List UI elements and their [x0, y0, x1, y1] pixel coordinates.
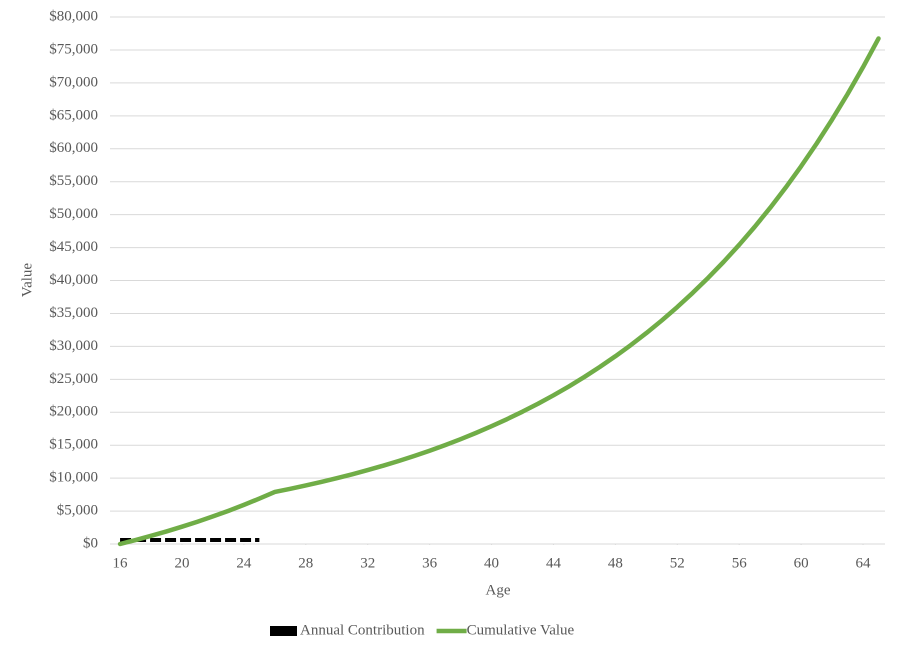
y-axis-title: Value [19, 263, 35, 297]
x-tick-label: 36 [422, 555, 438, 571]
y-tick-label: $0 [83, 535, 98, 551]
y-tick-label: $75,000 [49, 41, 98, 57]
x-tick-label: 28 [298, 555, 313, 571]
legend-swatch [270, 626, 297, 636]
y-tick-label: $50,000 [49, 206, 98, 222]
y-tick-label: $20,000 [49, 404, 98, 420]
x-tick-label: 56 [732, 555, 748, 571]
x-tick-label: 44 [546, 555, 562, 571]
y-tick-label: $70,000 [49, 74, 98, 90]
y-tick-label: $25,000 [49, 371, 98, 387]
x-tick-label: 40 [484, 555, 499, 571]
x-tick-label: 32 [360, 555, 375, 571]
y-tick-label: $40,000 [49, 272, 98, 288]
y-tick-label: $5,000 [57, 503, 98, 519]
legend-label: Cumulative Value [467, 622, 575, 638]
y-tick-label: $10,000 [49, 470, 98, 486]
y-tick-label: $60,000 [49, 140, 98, 156]
y-tick-label: $35,000 [49, 305, 98, 321]
x-tick-label: 20 [174, 555, 189, 571]
y-tick-label: $30,000 [49, 338, 98, 354]
y-tick-label: $80,000 [49, 8, 98, 24]
series-line [117, 36, 881, 547]
x-tick-label: 52 [670, 555, 685, 571]
x-tick-label: 48 [608, 555, 623, 571]
y-tick-label: $55,000 [49, 173, 98, 189]
x-tick-label: 64 [856, 555, 872, 571]
y-tick-label: $45,000 [49, 239, 98, 255]
x-tick-label: 60 [794, 555, 809, 571]
x-tick-label: 24 [236, 555, 252, 571]
legend-label: Annual Contribution [300, 622, 425, 638]
y-tick-label: $15,000 [49, 437, 98, 453]
y-tick-label: $65,000 [49, 107, 98, 123]
x-axis-title: Age [486, 582, 511, 598]
x-tick-label: 16 [113, 555, 129, 571]
